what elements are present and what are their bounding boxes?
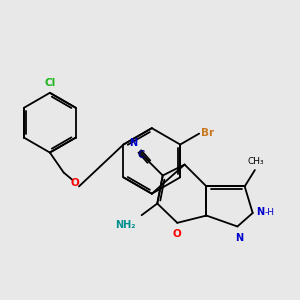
Text: -H: -H [264,208,274,217]
Text: N: N [256,207,265,217]
Text: C: C [137,150,145,160]
Text: O: O [173,229,182,239]
Text: N: N [235,233,243,243]
Text: Br: Br [201,128,214,137]
Text: CH₃: CH₃ [248,158,264,166]
Text: Cl: Cl [44,78,56,88]
Text: NH₂: NH₂ [115,220,135,230]
Text: O: O [71,178,80,188]
Text: N: N [129,138,137,148]
